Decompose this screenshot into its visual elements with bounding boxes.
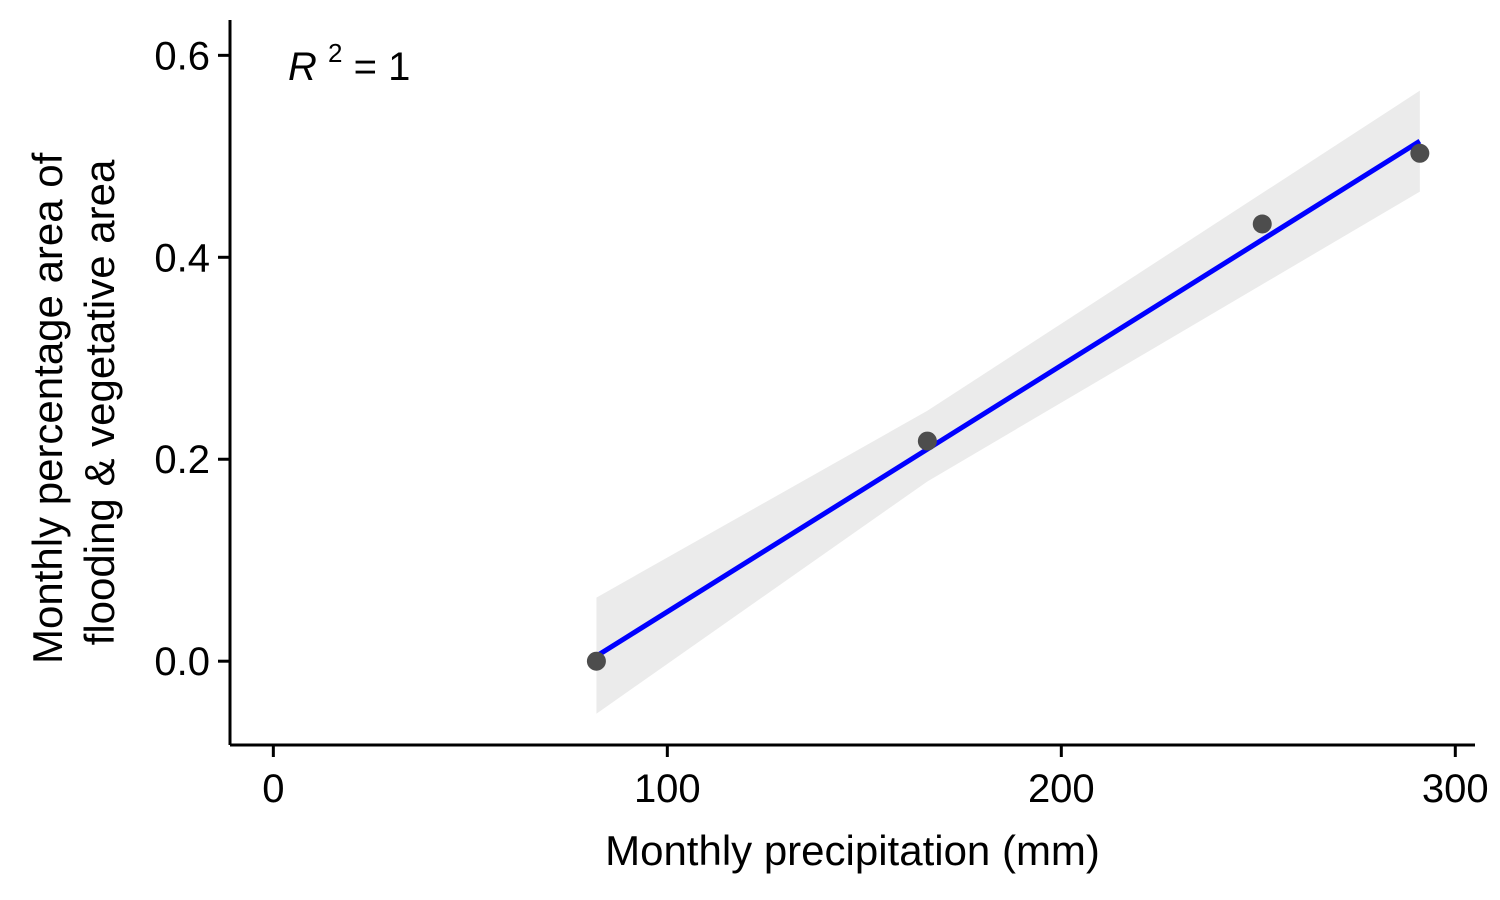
axes-group: [228, 20, 1475, 747]
x-tick-label: 0: [262, 767, 284, 811]
data-point: [1252, 214, 1272, 234]
y-ticks-group: 0.0 0.2 0.4 0.6: [154, 34, 230, 684]
y-tick-label: 0.2: [154, 438, 210, 482]
ci-band-group: [596, 90, 1420, 714]
x-tick-label: 100: [634, 767, 701, 811]
x-tick-label: 200: [1028, 767, 1095, 811]
r-squared-value: = 1: [354, 45, 411, 89]
regression-line: [595, 139, 1422, 659]
fit-line-group: [595, 139, 1422, 659]
y-axis-title: Monthly percentage area of flooding & ve…: [24, 141, 123, 664]
points-group: [586, 143, 1430, 671]
y-tick-label: 0.6: [154, 34, 210, 78]
confidence-band: [596, 90, 1420, 714]
data-point: [917, 431, 937, 451]
x-axis-title: Monthly precipitation (mm): [605, 827, 1100, 874]
y-axis-title-line-1: Monthly percentage area of: [24, 152, 71, 664]
y-axis-title-line-2: flooding & vegetative area: [76, 159, 123, 645]
x-ticks-group: 0 100 200 300: [262, 745, 1489, 811]
x-tick-label: 300: [1422, 767, 1489, 811]
r-squared-annotation: R 2 = 1: [288, 27, 410, 89]
r-superscript: 2: [328, 38, 342, 68]
r-symbol: R: [288, 45, 317, 89]
data-point: [1410, 143, 1430, 163]
y-tick-label: 0.4: [154, 236, 210, 280]
data-point: [586, 651, 606, 671]
y-tick-label: 0.0: [154, 640, 210, 684]
